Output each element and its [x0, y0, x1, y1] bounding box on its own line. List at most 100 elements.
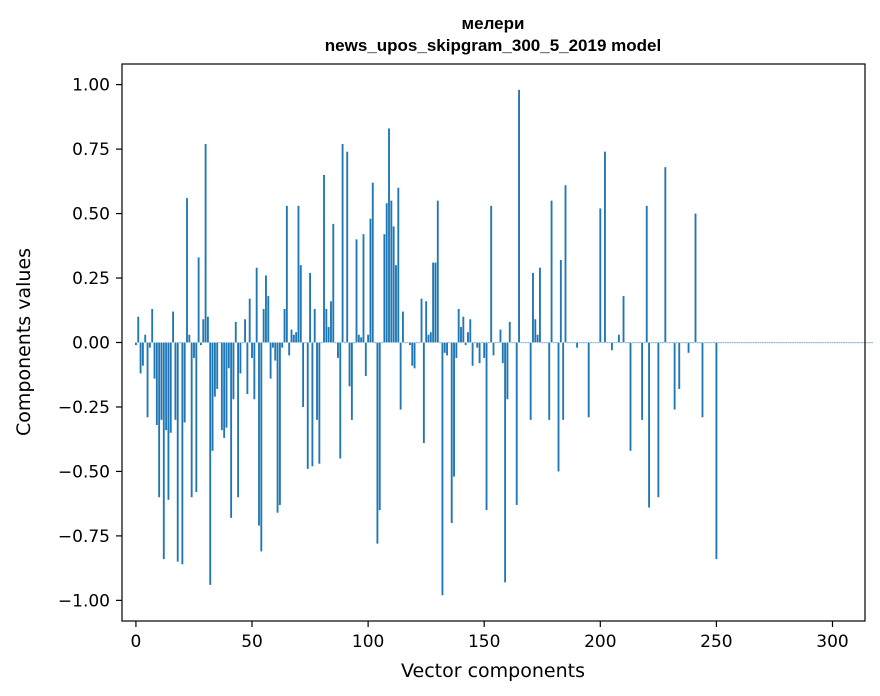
bar [318, 342, 321, 464]
bar [441, 342, 444, 596]
bar [590, 342, 592, 344]
bar [857, 342, 859, 344]
bar [757, 342, 760, 344]
bar [172, 311, 175, 343]
bar [717, 342, 720, 344]
bar [165, 342, 168, 431]
bar [427, 334, 430, 343]
bar [824, 342, 827, 344]
bar [627, 342, 630, 344]
bar [186, 198, 188, 343]
bar [251, 342, 253, 358]
bar [810, 342, 813, 344]
bar [736, 342, 739, 344]
bar [634, 342, 637, 344]
bar [520, 342, 523, 344]
bar [313, 308, 316, 343]
bar [826, 342, 829, 344]
bar [230, 342, 233, 518]
bar [216, 342, 219, 389]
bar [715, 342, 718, 560]
bar [613, 342, 616, 344]
bar [819, 342, 822, 344]
bar [694, 213, 697, 343]
bar [248, 298, 251, 343]
bar [141, 342, 144, 366]
bar [193, 342, 195, 358]
bar [847, 342, 850, 344]
bar [501, 342, 504, 364]
bar [569, 342, 572, 344]
bar [843, 342, 846, 344]
bar [399, 342, 402, 410]
bar [311, 342, 314, 467]
bar [701, 342, 704, 418]
bar [583, 342, 585, 344]
bar [176, 342, 179, 562]
bar [731, 342, 734, 344]
plot-area-frame [121, 63, 866, 622]
bar [671, 342, 674, 344]
bar [371, 182, 374, 343]
bar [469, 319, 472, 343]
bar [467, 332, 469, 343]
bar [383, 234, 386, 343]
bar [327, 327, 330, 343]
bar [239, 342, 242, 374]
bar [334, 342, 337, 344]
bar [153, 342, 156, 379]
bar [174, 342, 177, 420]
bar [139, 342, 142, 374]
bar [552, 342, 555, 344]
bar [188, 334, 191, 343]
bar [750, 342, 753, 344]
bar [285, 205, 288, 343]
bar [724, 342, 727, 344]
bar [585, 342, 588, 344]
bar [425, 301, 428, 343]
bar [390, 200, 393, 343]
bar [576, 342, 579, 348]
bar [854, 342, 857, 344]
bar [246, 342, 249, 395]
bar [673, 342, 676, 410]
bar [434, 262, 437, 343]
bar [432, 262, 435, 343]
bar [255, 267, 258, 343]
bar [299, 265, 302, 343]
bar [597, 342, 599, 344]
bar [541, 342, 544, 344]
bar [278, 342, 281, 505]
bar [771, 342, 774, 344]
chart-title-line2: news_upos_skipgram_300_5_2019 model [325, 36, 661, 55]
bar [341, 143, 344, 343]
bar [202, 319, 205, 343]
bar [195, 342, 198, 493]
x-axis-ticks: 0 50 100 150 200 250 300 [131, 621, 849, 652]
bar [806, 342, 808, 344]
bar [450, 342, 453, 524]
bar [650, 342, 653, 344]
bar [836, 342, 839, 344]
bar [871, 342, 873, 344]
bar [655, 342, 657, 344]
bar [532, 272, 534, 343]
bar [689, 342, 692, 344]
bar [392, 226, 395, 343]
bar [775, 342, 778, 344]
bar [508, 321, 511, 343]
bar [861, 342, 864, 344]
bar [761, 342, 764, 344]
x-tick-label: 200 [584, 632, 616, 652]
bar [840, 342, 843, 344]
bar [571, 342, 574, 344]
y-tick-label: −1.00 [58, 591, 110, 611]
bar [815, 342, 818, 344]
bar [290, 329, 293, 343]
bar [360, 337, 363, 343]
bar [169, 342, 172, 433]
bar [283, 308, 286, 343]
bar [429, 332, 432, 343]
bar [592, 342, 595, 344]
